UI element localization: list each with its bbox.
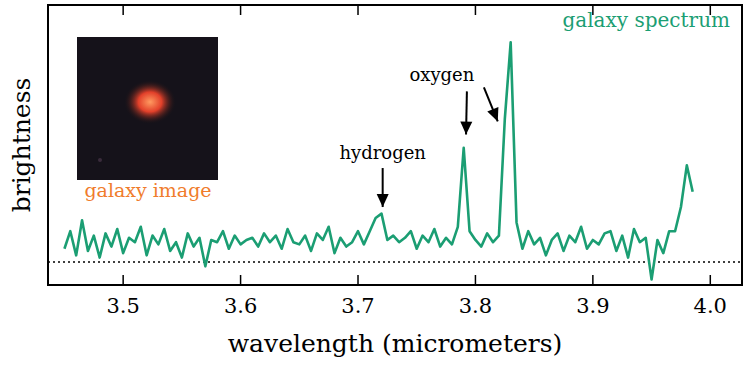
- galaxy-image: [77, 37, 218, 180]
- galaxy-blob: [124, 80, 176, 124]
- x-tick: [357, 275, 359, 285]
- x-tick: [240, 5, 242, 15]
- x-tick-label: 3.9: [576, 294, 609, 318]
- inset-label: galaxy image: [84, 179, 211, 201]
- x-tick: [475, 5, 477, 15]
- x-tick: [357, 5, 359, 15]
- x-tick: [710, 275, 712, 285]
- annotation: hydrogen: [339, 142, 426, 163]
- frame: [48, 5, 742, 285]
- legend-entry: galaxy spectrum: [562, 8, 730, 32]
- annotation-arrow-head: [460, 121, 472, 134]
- x-tick-label: 3.6: [224, 294, 257, 318]
- annotation-arrow-head: [487, 107, 498, 121]
- x-tick-label: 3.8: [459, 294, 492, 318]
- x-tick: [240, 275, 242, 285]
- x-tick-label: 4.0: [694, 294, 727, 318]
- annotation-arrow: [484, 87, 498, 121]
- reference-line: [48, 261, 742, 263]
- galaxy-speck: [98, 158, 102, 162]
- annotation: oxygen: [409, 64, 474, 85]
- x-axis-label: wavelength (micrometers): [228, 329, 563, 358]
- x-tick: [592, 275, 594, 285]
- x-tick-label: 3.5: [106, 294, 139, 318]
- annotation-arrow-head: [377, 194, 389, 207]
- chart: 3.5 3.6 3.7 3.8 3.9 4.0 galaxy spectrum wavelen…: [0, 0, 754, 377]
- x-tick: [122, 5, 124, 15]
- y-axis-label: brightness: [7, 78, 36, 213]
- x-tick: [475, 275, 477, 285]
- x-tick-label: 3.7: [341, 294, 374, 318]
- x-tick: [122, 275, 124, 285]
